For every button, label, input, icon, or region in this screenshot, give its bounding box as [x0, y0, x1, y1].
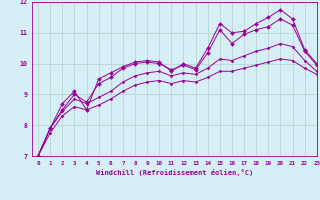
X-axis label: Windchill (Refroidissement éolien,°C): Windchill (Refroidissement éolien,°C)	[96, 169, 253, 176]
